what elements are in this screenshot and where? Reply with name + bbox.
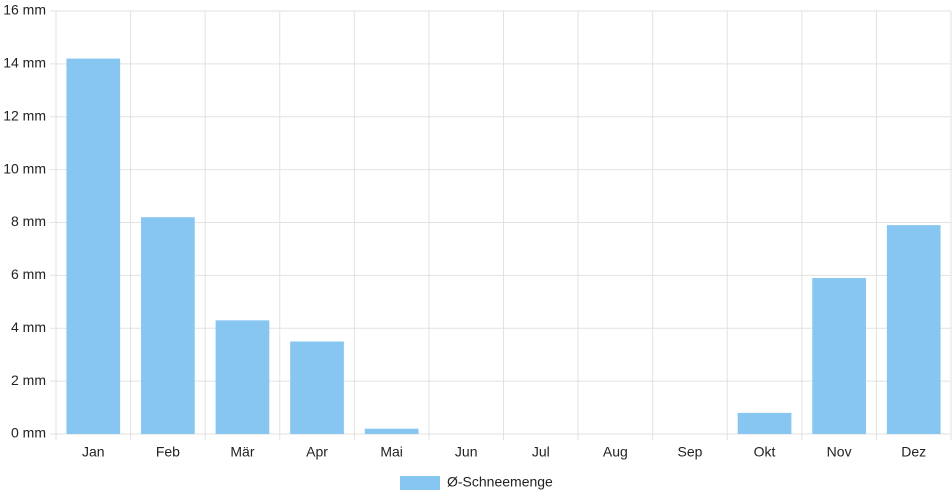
x-tick-label: Sep	[677, 444, 702, 460]
x-tick-label: Apr	[306, 444, 328, 460]
y-tick-label: 2 mm	[11, 372, 46, 388]
bar	[812, 278, 866, 434]
bar	[737, 412, 792, 434]
bar	[290, 341, 344, 434]
x-tick-label: Jul	[532, 444, 550, 460]
x-tick-label: Jun	[455, 444, 478, 460]
legend-label: Ø-Schneemenge	[447, 474, 553, 490]
bar	[215, 320, 270, 434]
y-tick-label: 12 mm	[3, 107, 46, 123]
x-tick-label: Jan	[82, 444, 105, 460]
y-tick-label: 0 mm	[11, 425, 46, 441]
x-tick-label: Mär	[230, 444, 254, 460]
x-tick-label: Aug	[603, 444, 628, 460]
y-tick-label: 16 mm	[3, 2, 46, 18]
y-tick-label: 14 mm	[3, 55, 46, 71]
x-tick-label: Mai	[380, 444, 403, 460]
y-tick-label: 10 mm	[3, 160, 46, 176]
x-tick-label: Feb	[156, 444, 180, 460]
y-tick-label: 8 mm	[11, 213, 46, 229]
bar	[364, 428, 419, 434]
bar	[66, 58, 121, 435]
legend-swatch	[400, 476, 440, 490]
x-tick-label: Nov	[827, 444, 852, 460]
y-tick-label: 6 mm	[11, 266, 46, 282]
bar	[886, 225, 941, 434]
y-tick-label: 4 mm	[11, 319, 46, 335]
x-tick-label: Dez	[901, 444, 926, 460]
bar	[141, 217, 195, 434]
x-tick-label: Okt	[754, 444, 776, 460]
